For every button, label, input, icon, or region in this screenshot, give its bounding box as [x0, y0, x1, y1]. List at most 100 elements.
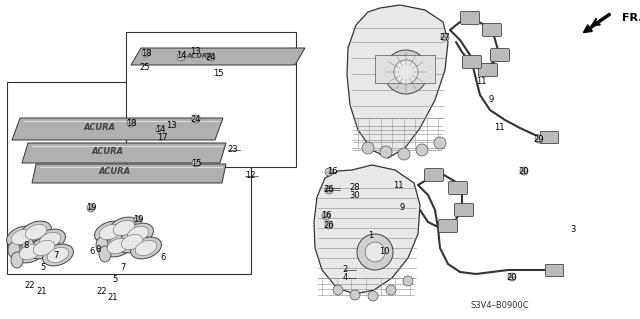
Polygon shape: [12, 118, 223, 140]
FancyBboxPatch shape: [449, 182, 467, 195]
Text: 7: 7: [120, 263, 125, 271]
Text: 13: 13: [166, 122, 176, 130]
Text: 13: 13: [189, 48, 200, 56]
Text: 1: 1: [369, 232, 374, 241]
Circle shape: [134, 216, 142, 224]
Ellipse shape: [8, 242, 20, 258]
Ellipse shape: [135, 241, 157, 256]
Text: 11: 11: [393, 181, 403, 189]
Text: 21: 21: [36, 287, 47, 296]
Ellipse shape: [123, 223, 154, 245]
Ellipse shape: [22, 238, 34, 254]
Text: 15: 15: [191, 159, 201, 167]
Text: 5: 5: [40, 263, 45, 271]
Text: S3V4–B0900C: S3V4–B0900C: [470, 300, 529, 309]
Text: 28: 28: [349, 183, 360, 192]
Text: 8: 8: [95, 244, 100, 254]
Ellipse shape: [47, 248, 68, 263]
Text: 19: 19: [132, 216, 143, 225]
Circle shape: [322, 212, 330, 220]
Circle shape: [384, 50, 428, 94]
FancyBboxPatch shape: [483, 24, 502, 36]
Circle shape: [386, 285, 396, 295]
Ellipse shape: [11, 252, 23, 268]
Text: 15: 15: [212, 69, 223, 78]
Ellipse shape: [12, 229, 33, 245]
FancyBboxPatch shape: [479, 63, 497, 77]
Text: 24: 24: [205, 53, 216, 62]
Circle shape: [207, 53, 215, 61]
FancyBboxPatch shape: [490, 48, 509, 62]
Ellipse shape: [20, 221, 51, 243]
Text: 30: 30: [349, 190, 360, 199]
Circle shape: [350, 290, 360, 300]
Ellipse shape: [39, 232, 61, 248]
Circle shape: [416, 144, 428, 156]
Circle shape: [142, 49, 150, 57]
Text: ACURA: ACURA: [99, 167, 131, 176]
Ellipse shape: [127, 226, 148, 241]
Ellipse shape: [43, 244, 74, 266]
Text: 17: 17: [157, 132, 167, 142]
Text: 20: 20: [507, 272, 517, 281]
Circle shape: [403, 276, 413, 286]
Circle shape: [520, 167, 528, 175]
Circle shape: [192, 159, 200, 167]
Text: 16: 16: [326, 167, 337, 176]
Text: 27: 27: [440, 33, 451, 41]
Text: 20: 20: [519, 167, 529, 175]
Text: 11: 11: [476, 78, 486, 86]
Text: 12: 12: [244, 172, 255, 181]
FancyBboxPatch shape: [438, 219, 458, 233]
Circle shape: [508, 273, 516, 281]
Circle shape: [398, 148, 410, 160]
Circle shape: [325, 186, 333, 194]
Ellipse shape: [19, 244, 41, 260]
Ellipse shape: [95, 221, 125, 243]
Text: ACURA: ACURA: [84, 123, 116, 132]
Circle shape: [325, 168, 333, 176]
Text: 22: 22: [97, 287, 108, 296]
Text: 18: 18: [125, 118, 136, 128]
Text: 26: 26: [324, 186, 334, 195]
Text: ACURA: ACURA: [187, 53, 213, 59]
Bar: [375, 55, 435, 83]
Bar: [540, 131, 558, 143]
Circle shape: [87, 204, 95, 212]
Circle shape: [441, 33, 449, 41]
Text: 11: 11: [493, 123, 504, 132]
Ellipse shape: [15, 241, 45, 263]
Polygon shape: [131, 48, 305, 65]
Text: 9: 9: [488, 95, 493, 105]
Circle shape: [156, 126, 164, 134]
Text: 2: 2: [342, 265, 348, 275]
Ellipse shape: [116, 231, 147, 253]
FancyArrow shape: [584, 13, 611, 33]
Text: 3: 3: [570, 226, 576, 234]
Circle shape: [177, 53, 185, 61]
Ellipse shape: [99, 224, 121, 240]
Circle shape: [362, 142, 374, 154]
Text: 7: 7: [53, 251, 59, 261]
Circle shape: [368, 291, 378, 301]
Text: 14: 14: [176, 51, 186, 61]
Text: ACURA: ACURA: [92, 147, 124, 157]
Bar: [7, 82, 251, 274]
Text: 8: 8: [23, 241, 29, 249]
Text: 18: 18: [141, 48, 151, 57]
FancyBboxPatch shape: [461, 11, 479, 25]
Ellipse shape: [113, 220, 135, 236]
Polygon shape: [314, 165, 420, 294]
Circle shape: [535, 135, 543, 143]
Ellipse shape: [108, 238, 129, 254]
Text: 6: 6: [90, 248, 95, 256]
Ellipse shape: [102, 235, 133, 257]
FancyBboxPatch shape: [463, 56, 481, 69]
Text: 9: 9: [399, 204, 404, 212]
Ellipse shape: [109, 217, 140, 239]
Ellipse shape: [110, 232, 122, 248]
Text: 22: 22: [25, 281, 35, 291]
Circle shape: [434, 137, 446, 149]
Polygon shape: [32, 164, 226, 183]
Circle shape: [365, 242, 385, 262]
